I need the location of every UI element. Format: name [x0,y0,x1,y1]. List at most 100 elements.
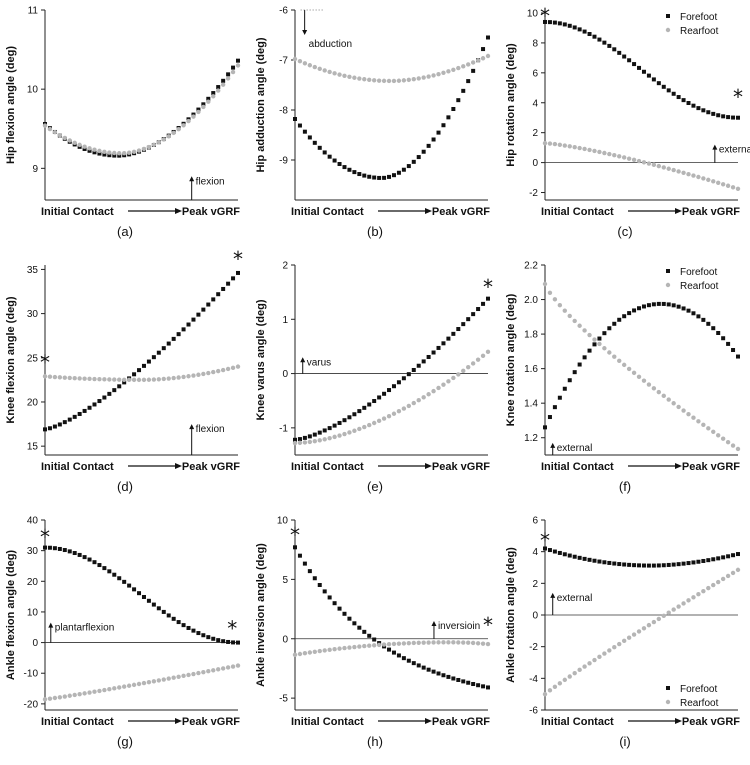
direction-label: external [557,593,593,604]
forefoot-point [557,550,562,555]
forefoot-point [221,78,226,83]
rearfoot-point [671,167,676,173]
rearfoot-point [186,374,191,379]
rearfoot-point [597,149,602,155]
forefoot-point [92,560,97,565]
rearfoot-point [82,144,87,149]
rearfoot-point [87,690,92,695]
y-tick-label: 0 [32,638,38,649]
forefoot-point [691,560,696,565]
rearfoot-point [542,281,548,287]
rearfoot-point [426,392,431,397]
forefoot-point [327,154,332,159]
rearfoot-point [386,642,392,647]
forefoot-point [226,281,231,286]
forefoot-point [146,598,151,603]
forefoot-point [342,611,347,616]
forefoot-point [716,113,721,118]
panel-label: (e) [367,479,383,494]
rearfoot-point [292,440,298,446]
rearfoot-point [666,397,671,402]
forefoot-point [367,633,372,638]
rearfoot-point [391,411,397,416]
rearfoot-point [347,645,352,650]
rearfoot-point [735,446,741,452]
rearfoot-point [117,151,122,156]
rearfoot-point [186,118,191,124]
y-tick-label: 30 [27,546,39,557]
rearfoot-point [376,78,382,83]
forefoot-point [612,321,617,326]
forefoot-point [441,673,446,678]
rearfoot-point [436,385,441,391]
rearfoot-point [607,151,612,157]
y-tick-label: 20 [27,397,39,408]
rearfoot-point [181,374,186,380]
rearfoot-point [466,364,471,370]
rearfoot-point [716,433,721,438]
rearfoot-point [196,670,201,676]
y-axis-label: Knee rotation angle (deg) [505,293,517,426]
rearfoot-point [485,641,491,647]
rearfoot-point [211,668,216,673]
forefoot-point [112,153,117,158]
rearfoot-point [416,398,421,403]
panel-label: (d) [117,479,133,494]
rearfoot-point [641,160,647,165]
rearfoot-point [216,88,221,93]
rearfoot-point [327,647,332,653]
rearfoot-point [686,598,691,603]
significance-star: * [733,85,743,109]
rearfoot-point [557,302,563,308]
rearfoot-point [317,648,322,654]
forefoot-point [421,359,426,364]
rearfoot-point [297,651,303,657]
rearfoot-point [297,58,303,64]
rearfoot-point [82,376,87,381]
rearfoot-point [97,688,102,694]
rearfoot-point [317,66,322,72]
forefoot-point [736,115,740,120]
forefoot-point [543,425,547,430]
rearfoot-point [211,369,216,375]
y-axis-label: Ankle flexion angle (deg) [5,550,17,681]
rearfoot-point [406,77,412,83]
forefoot-point [317,583,322,588]
rearfoot-point [126,683,132,688]
forefoot-point [666,302,671,307]
forefoot-point [436,130,441,135]
rearfoot-point [612,645,617,650]
rearfoot-point [725,183,731,188]
forefoot-point [117,384,122,389]
rearfoot-point [656,389,662,395]
forefoot-point [141,363,146,368]
rearfoot-point [307,63,313,68]
rearfoot-point [557,681,563,686]
forefoot-point [602,40,607,45]
rearfoot-point [401,406,407,411]
rearfoot-point [567,674,572,679]
forefoot-point [342,418,347,423]
rearfoot-point [307,439,313,445]
rearfoot-point [82,691,87,696]
rearfoot-point [77,691,82,697]
forefoot-point [441,123,446,128]
forefoot-point [43,545,47,550]
rearfoot-point [552,141,558,147]
legend-label-rearfoot: Rearfoot [680,26,719,37]
forefoot-point [191,628,196,633]
forefoot-point [582,355,587,360]
rearfoot-point [57,695,63,700]
rearfoot-point [327,435,332,441]
rearfoot-point [220,82,226,87]
forefoot-point [656,81,661,86]
forefoot-point [622,314,627,319]
time-arrow-head [675,463,682,469]
forefoot-point [582,29,587,34]
forefoot-point [731,553,736,558]
rearfoot-point [681,408,686,413]
rearfoot-point [597,341,602,347]
direction-arrow-head [189,176,195,182]
direction-label: external [557,443,593,454]
